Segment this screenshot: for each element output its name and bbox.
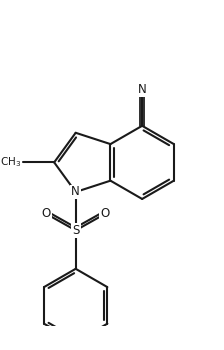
- Text: CH$_3$: CH$_3$: [0, 155, 21, 169]
- Text: N: N: [138, 83, 146, 96]
- Text: O: O: [42, 208, 51, 220]
- Text: O: O: [100, 208, 110, 220]
- Text: S: S: [72, 224, 79, 237]
- Text: N: N: [71, 186, 80, 198]
